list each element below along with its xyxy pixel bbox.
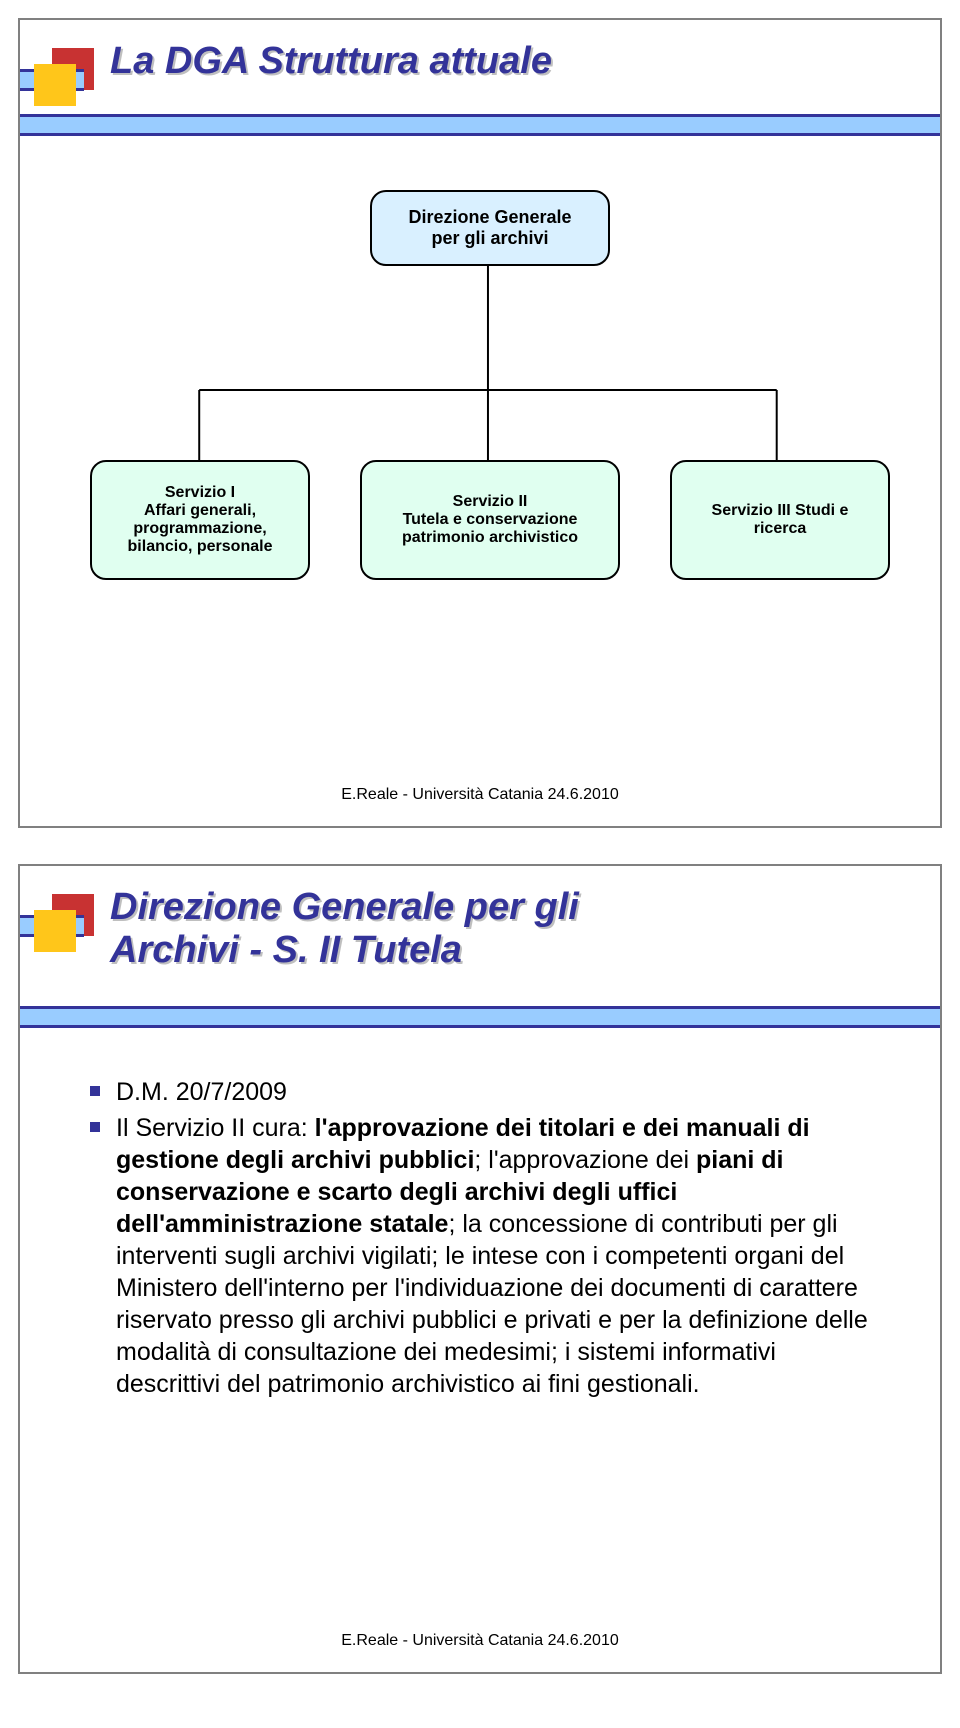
org-child-node-2: Servizio III Studi ericerca	[670, 460, 890, 580]
bullet-icon	[90, 1122, 100, 1132]
title-rail: Direzione Generale per gli Archivi - S. …	[20, 866, 940, 1076]
slide-title: La DGA Struttura attuale	[110, 40, 552, 83]
slide-title-line1: Direzione Generale per gli	[110, 886, 579, 928]
org-child-node-0: Servizio IAffari generali,programmazione…	[90, 460, 310, 580]
bullet-text: D.M. 20/7/2009	[116, 1076, 287, 1108]
slide-title-line2: Archivi - S. II Tutela	[110, 929, 462, 971]
bullet-row: Il Servizio II cura: l'approvazione dei …	[90, 1112, 880, 1400]
decor-rail	[20, 117, 940, 133]
bullet-icon	[90, 1086, 100, 1096]
org-child-node-1: Servizio IITutela e conservazionepatrimo…	[360, 460, 620, 580]
slide-service-ii: Direzione Generale per gli Archivi - S. …	[18, 864, 942, 1674]
decor-square-front	[34, 910, 76, 952]
decor-rail	[20, 1009, 940, 1025]
slide-footer: E.Reale - Università Catania 24.6.2010	[20, 1632, 940, 1650]
decor-square-front	[34, 64, 76, 106]
org-top-node: Direzione Generaleper gli archivi	[370, 190, 610, 266]
slide-org-chart: La DGA Struttura attuale Direzione Gener…	[18, 18, 942, 828]
bullet-row: D.M. 20/7/2009	[90, 1076, 880, 1108]
slide-body: D.M. 20/7/2009 Il Servizio II cura: l'ap…	[20, 1076, 940, 1400]
slide-title: Direzione Generale per gli Archivi - S. …	[110, 886, 579, 972]
slide-footer: E.Reale - Università Catania 24.6.2010	[20, 786, 940, 804]
org-connectors	[20, 190, 940, 720]
title-rail: La DGA Struttura attuale	[20, 20, 940, 190]
paragraph-text: Il Servizio II cura: l'approvazione dei …	[116, 1112, 880, 1400]
org-chart: Direzione Generaleper gli archivi Servizi…	[20, 190, 940, 720]
